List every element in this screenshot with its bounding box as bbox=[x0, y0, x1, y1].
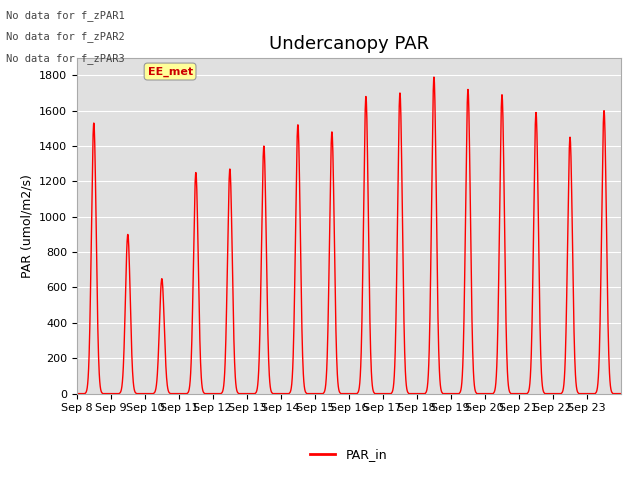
Text: No data for f_zPAR3: No data for f_zPAR3 bbox=[6, 53, 125, 64]
Y-axis label: PAR (umol/m2/s): PAR (umol/m2/s) bbox=[20, 174, 33, 277]
Text: No data for f_zPAR1: No data for f_zPAR1 bbox=[6, 10, 125, 21]
Text: EE_met: EE_met bbox=[147, 66, 193, 77]
Title: Undercanopy PAR: Undercanopy PAR bbox=[269, 35, 429, 53]
Text: No data for f_zPAR2: No data for f_zPAR2 bbox=[6, 31, 125, 42]
Legend: PAR_in: PAR_in bbox=[305, 444, 392, 467]
